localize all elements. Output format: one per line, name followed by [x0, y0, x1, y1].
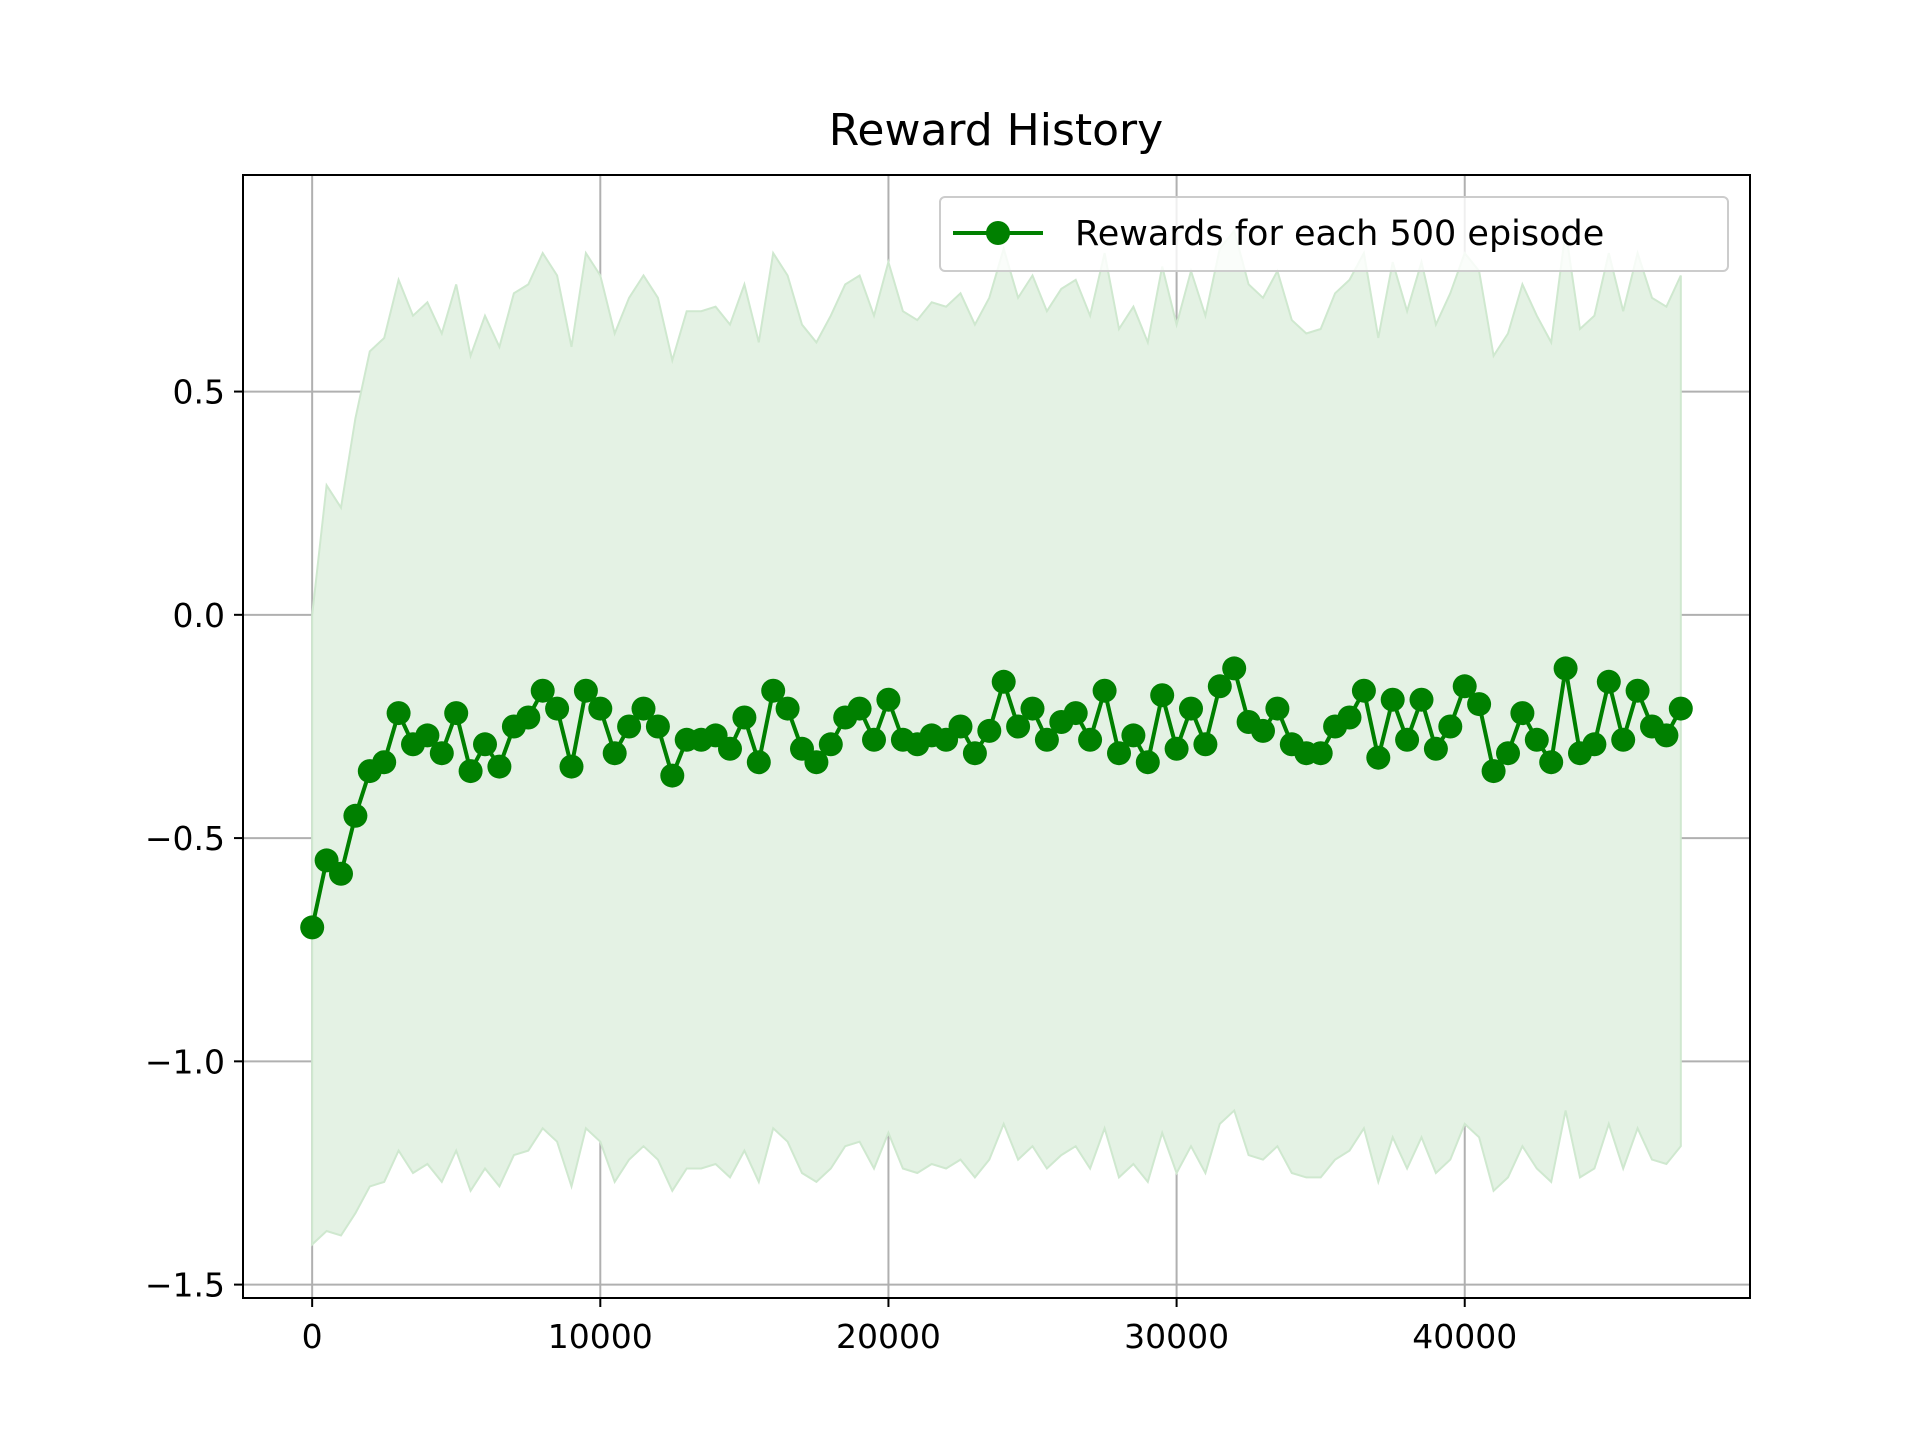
data-point: [977, 718, 1002, 743]
data-point: [1596, 669, 1621, 694]
chart-title: Reward History: [829, 105, 1163, 156]
data-point: [1395, 727, 1420, 752]
series-rewards: [300, 656, 1693, 940]
legend-box: [939, 196, 1729, 272]
data-point: [818, 732, 843, 757]
data-point: [1063, 701, 1088, 726]
data-point: [1308, 741, 1333, 766]
data-point: [1496, 741, 1520, 766]
data-point: [1135, 750, 1160, 775]
data-point: [415, 723, 440, 748]
legend-marker-swatch: [986, 221, 1010, 245]
data-point: [429, 741, 454, 766]
data-point: [1539, 750, 1564, 775]
legend-label: Rewards for each 500 episode: [1075, 214, 1604, 254]
data-point: [1179, 696, 1203, 721]
data-point: [343, 803, 368, 828]
x-tick-label: 20000: [836, 1317, 941, 1356]
data-point: [530, 678, 555, 703]
data-point: [1467, 692, 1492, 717]
data-point: [1668, 696, 1693, 721]
y-axis: 0.5 0.0 −0.5 −1.0 −1.5: [145, 373, 243, 1305]
y-tick-label: −1.5: [145, 1266, 225, 1305]
plot-area-frame: [242, 174, 1751, 1299]
data-point: [1582, 732, 1607, 757]
data-point: [732, 705, 757, 730]
data-point: [962, 741, 987, 766]
data-point: [660, 763, 685, 788]
data-point: [645, 714, 670, 739]
data-point: [876, 687, 901, 712]
data-point: [372, 750, 397, 775]
data-point: [991, 669, 1016, 694]
data-point: [1553, 656, 1578, 681]
data-point: [1510, 701, 1535, 726]
data-point: [1654, 723, 1679, 748]
data-point: [1337, 705, 1362, 730]
data-point: [847, 696, 872, 721]
data-point: [1366, 745, 1391, 770]
data-point: [746, 750, 771, 775]
y-tick-label: −0.5: [145, 819, 225, 858]
data-point: [948, 714, 973, 739]
legend: Rewards for each 500 episode: [939, 196, 1729, 272]
data-point: [602, 741, 627, 766]
data-point: [1150, 683, 1175, 708]
data-point: [761, 678, 786, 703]
data-point: [862, 727, 886, 752]
data-point: [458, 759, 483, 784]
data-point: [1524, 727, 1549, 752]
data-point: [1438, 714, 1463, 739]
data-point: [487, 754, 512, 779]
data-point: [1107, 741, 1131, 766]
data-point: [545, 696, 570, 721]
data-point: [1078, 727, 1103, 752]
data-point: [1380, 687, 1405, 712]
data-point: [300, 915, 325, 940]
x-tick-label: 10000: [548, 1317, 653, 1356]
data-point: [1034, 727, 1059, 752]
x-tick-label: 0: [302, 1317, 323, 1356]
data-point: [1193, 732, 1218, 757]
data-point: [1409, 687, 1434, 712]
data-point: [1452, 674, 1477, 699]
data-point: [1611, 727, 1636, 752]
data-point: [1251, 718, 1275, 743]
data-point: [1121, 723, 1146, 748]
data-point: [444, 701, 469, 726]
x-tick-label: 30000: [1124, 1317, 1229, 1356]
data-point: [473, 732, 497, 757]
data-point: [386, 701, 411, 726]
y-tick-label: −1.0: [145, 1042, 225, 1081]
data-point: [1222, 656, 1247, 681]
data-point: [1625, 678, 1650, 703]
data-point: [631, 696, 656, 721]
data-point: [329, 861, 353, 886]
data-point: [588, 696, 613, 721]
data-point: [1481, 759, 1506, 784]
x-tick-label: 40000: [1412, 1317, 1517, 1356]
data-point: [775, 696, 800, 721]
data-point: [1020, 696, 1045, 721]
y-tick-label: 0.0: [173, 596, 225, 635]
data-point: [718, 736, 742, 761]
data-point: [1092, 678, 1117, 703]
data-point: [559, 754, 584, 779]
data-point: [1423, 736, 1448, 761]
data-point: [1006, 714, 1031, 739]
data-point: [617, 714, 642, 739]
y-tick-label: 0.5: [173, 373, 225, 412]
data-point: [1164, 736, 1189, 761]
data-point: [516, 705, 541, 730]
data-point: [1351, 678, 1376, 703]
data-point: [804, 750, 829, 775]
data-point: [1207, 674, 1232, 699]
x-axis: 0 10000 20000 30000 40000: [302, 1298, 1517, 1356]
data-point: [573, 678, 598, 703]
data-point: [1265, 696, 1290, 721]
